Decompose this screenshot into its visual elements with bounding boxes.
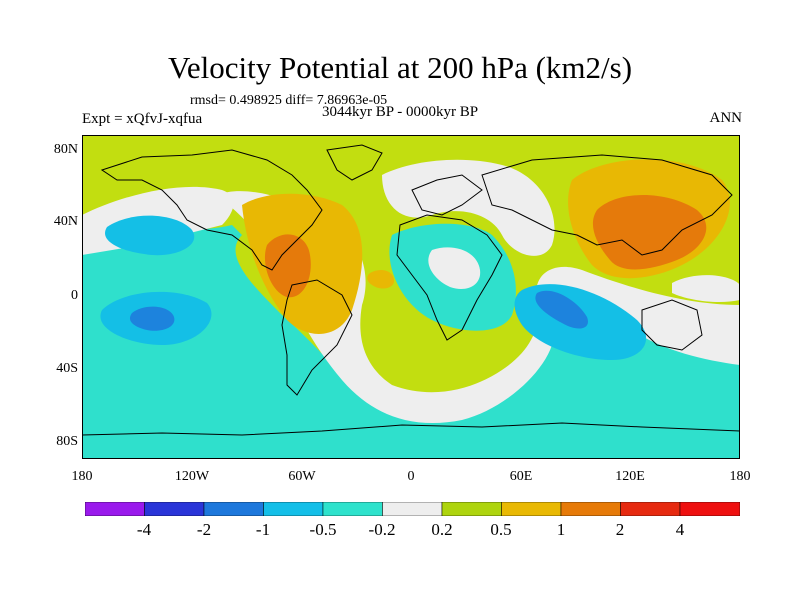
- colorbar-label: 4: [675, 520, 685, 539]
- colorbar-label: -0.2: [368, 520, 396, 539]
- lat-label-80s: 80S: [56, 434, 78, 449]
- coast-asia: [481, 154, 733, 256]
- colorbar-segment-8: [501, 502, 562, 516]
- contour-neutral-pacific-edge: [672, 275, 740, 303]
- colorbar-segment-1: [85, 502, 145, 516]
- colorbar-segment-6: [382, 502, 443, 516]
- coast-north-america: [100, 149, 323, 271]
- lat-label-40n: 40N: [53, 214, 78, 229]
- contour-neg-south: [82, 225, 740, 459]
- map-frame: [82, 135, 740, 459]
- colorbar-label: 1: [556, 520, 566, 539]
- stats-text: rmsd= 0.498925 diff= 7.86963e-05: [190, 93, 388, 108]
- colorbar-segment-11: [679, 502, 740, 516]
- contour-pos2-asia: [592, 195, 707, 270]
- lon-label-180e: 180: [729, 469, 751, 484]
- colorbar-segment-3: [203, 502, 264, 516]
- colorbar: [85, 502, 740, 516]
- colorbar-label: -2: [196, 520, 212, 539]
- contour-neg3-indian: [535, 290, 588, 329]
- lon-label-60e: 60E: [509, 469, 533, 484]
- lon-label-180w: 180: [71, 469, 93, 484]
- colorbar-segment-5: [322, 502, 383, 516]
- lon-label-0: 0: [407, 469, 415, 484]
- contour-pos1-atlantic: [367, 269, 394, 289]
- season-label: ANN: [709, 110, 743, 126]
- contour-neutral-africa: [428, 247, 481, 290]
- colorbar-label: -1: [255, 520, 271, 539]
- lon-label-120e: 120E: [615, 469, 645, 484]
- coast-australia: [641, 299, 703, 351]
- lon-label-120w: 120W: [174, 469, 210, 484]
- colorbar-segment-10: [620, 502, 681, 516]
- colorbar-label: 2: [615, 520, 625, 539]
- colorbar-segment-9: [560, 502, 621, 516]
- coast-europe: [411, 174, 483, 216]
- lat-label-eq: 0: [71, 288, 78, 303]
- colorbar-label: 0.2: [431, 520, 453, 539]
- contour-neutral-arc: [382, 159, 555, 256]
- lat-label-80n: 80N: [53, 142, 78, 157]
- colorbar-label: 0.5: [490, 520, 512, 539]
- velocity-potential-map: [82, 135, 740, 459]
- coast-africa: [396, 214, 503, 341]
- contour-neg2-npacific: [105, 215, 195, 256]
- colorbar-segment-2: [144, 502, 205, 516]
- coastlines: [82, 144, 740, 436]
- coast-south-america: [281, 279, 353, 396]
- period-label: 3044kyr BP - 0000kyr BP: [322, 104, 479, 120]
- colorbar-label: -4: [136, 520, 152, 539]
- colorbar-segment-7: [441, 502, 502, 516]
- coast-greenland: [326, 144, 383, 181]
- coast-antarctica: [82, 422, 740, 436]
- contour-pos2-americas: [264, 234, 311, 298]
- lat-label-40s: 40S: [56, 361, 78, 376]
- colorbar-label: -0.5: [309, 520, 337, 539]
- map-title: Velocity Potential at 200 hPa (km2/s): [167, 50, 633, 85]
- experiment-label: Expt = xQfvJ-xqfua: [82, 111, 203, 127]
- contour-neg3-spacific: [129, 306, 175, 331]
- colorbar-segment-4: [263, 502, 324, 516]
- lon-label-60w: 60W: [288, 469, 316, 484]
